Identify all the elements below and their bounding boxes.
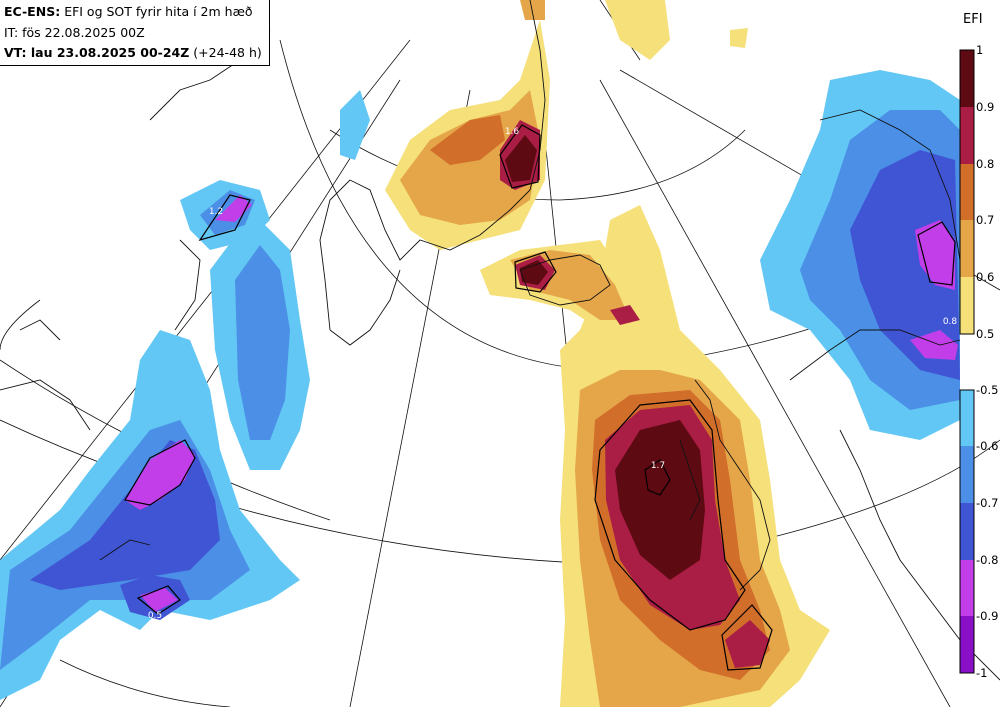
- sot-contour-label: 1.2: [208, 207, 224, 217]
- colorbar-label: 1: [976, 43, 984, 57]
- sot-contour-label: 0.8: [942, 317, 958, 327]
- colorbar-negative-3: [960, 503, 974, 560]
- coastlines: [0, 0, 1000, 681]
- warm-anomaly-greenland: [385, 0, 748, 330]
- cold-anomaly-west: [0, 90, 370, 700]
- colorbar-negative-2: [960, 446, 974, 503]
- colorbar-label: -0.8: [976, 553, 999, 567]
- colorbar-label: -1: [976, 666, 988, 680]
- title-line-2: IT: fös 22.08.2025 00Z: [4, 24, 145, 40]
- sot-contour-label: 1.6: [504, 127, 520, 137]
- colorbar-negative-5: [960, 616, 974, 673]
- sot-contour-label: 0.5: [147, 611, 163, 621]
- colorbar-label: -0.6: [976, 439, 999, 453]
- colorbar-negative-1: [960, 390, 974, 446]
- colorbar-label: 0.6: [976, 270, 995, 284]
- colorbar-label: -0.9: [976, 609, 999, 623]
- colorbar-label: 0.7: [976, 213, 995, 227]
- colorbar-positive-5: [960, 277, 974, 334]
- colorbar-label: -0.7: [976, 496, 999, 510]
- colorbar-positive-4: [960, 220, 974, 277]
- warm-anomaly-europe: [560, 205, 830, 707]
- colorbar-positive-3: [960, 164, 974, 220]
- colorbar-positive-1: [960, 50, 974, 107]
- title-line-1: EC-ENS: EFI og SOT fyrir hita í 2m hæð: [4, 4, 253, 19]
- map-title-box: EC-ENS: EFI og SOT fyrir hita í 2m hæð I…: [0, 0, 270, 66]
- colorbar-label: 0.8: [976, 157, 995, 171]
- title-line-3: VT: lau 23.08.2025 00-24Z (+24-48 h): [4, 45, 262, 60]
- colorbar-label: 0.9: [976, 100, 995, 114]
- colorbar: [959, 49, 975, 674]
- colorbar-positive-2: [960, 107, 974, 164]
- colorbar-title: EFI: [963, 12, 983, 27]
- sot-contour-label: 1.7: [650, 461, 666, 471]
- sot-contours: [124, 124, 956, 671]
- colorbar-label: -0.5: [976, 383, 999, 397]
- colorbar-label: 0.5: [976, 327, 995, 341]
- cold-anomaly-scandinavia: [760, 70, 960, 440]
- colorbar-negative-4: [960, 560, 974, 616]
